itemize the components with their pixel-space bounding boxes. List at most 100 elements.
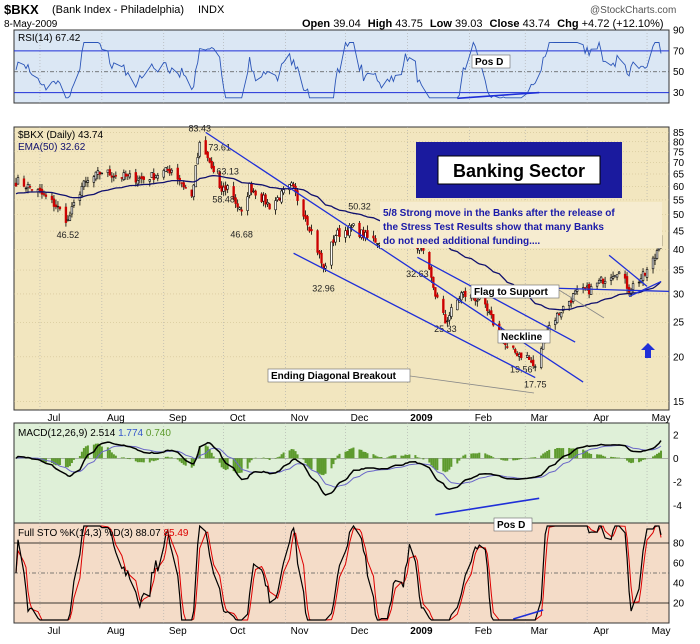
macd-hist-bar (181, 458, 183, 463)
macd-hist-bar (540, 456, 542, 459)
candle-body (95, 172, 97, 179)
macd-hist-bar (65, 458, 67, 467)
candle-body (123, 173, 125, 180)
close-value: 43.74 (523, 18, 551, 30)
candle-body (97, 171, 99, 175)
candle-body (331, 242, 333, 265)
macd-hist-bar (464, 455, 466, 459)
macd-hist-bar (534, 457, 536, 458)
candle-body (85, 182, 87, 183)
candle-body (221, 186, 223, 191)
chg-value: +4.72 (+12.10%) (582, 18, 664, 30)
candle-body (111, 176, 113, 177)
price-label: 58.48 (212, 194, 235, 204)
candle-body (51, 196, 53, 199)
macd-hist-bar (73, 458, 75, 460)
macd-hist-bar (297, 454, 299, 458)
candle-body (534, 367, 536, 368)
candle-body (209, 158, 211, 162)
candle-body (27, 184, 29, 188)
candle-body (654, 258, 656, 260)
macd-hist-bar (247, 458, 249, 468)
macd-hist-bar (205, 445, 207, 458)
candle-body (590, 286, 592, 294)
candle-body (279, 198, 281, 200)
macd-hist-bar (307, 458, 309, 466)
candle-body (516, 353, 518, 356)
candle-body (239, 208, 241, 210)
candle-body (293, 184, 295, 186)
candle-body (269, 204, 271, 209)
macd-hist-bar (554, 449, 556, 458)
neckline-label: Neckline (501, 332, 543, 343)
candle-body (518, 354, 520, 356)
candle-body (319, 251, 321, 254)
x-tick-label: Nov (291, 626, 309, 637)
high-value: 43.75 (395, 18, 423, 30)
price-label: 63.13 (216, 167, 239, 177)
x-tick-label: Nov (291, 413, 309, 424)
sto-k-value: 88.07 (136, 528, 161, 539)
candle-body (141, 176, 143, 178)
macd-hist-bar (151, 458, 153, 460)
candle-body (514, 349, 516, 352)
x-tick-label: May (652, 413, 671, 424)
macd-hist-bar (460, 458, 462, 459)
macd-hist-bar (598, 455, 600, 459)
high-label: High (368, 18, 393, 30)
candle-body (153, 173, 155, 179)
macd-hist-bar (644, 458, 646, 459)
candle-body (247, 197, 249, 211)
macd-hist-bar (640, 458, 642, 461)
macd-hist-bar (542, 454, 544, 459)
macd-hist-bar (350, 448, 352, 458)
candle-body (29, 186, 31, 187)
macd-hist-bar (602, 456, 604, 458)
macd-hist-bar (177, 458, 179, 459)
x-tick-label: Apr (593, 626, 609, 637)
macd-hist-bar (484, 453, 486, 458)
macd-hist-bar (448, 458, 450, 469)
candle-body (436, 295, 438, 297)
macd-hist-bar (81, 452, 83, 459)
price-y-tick: 80 (673, 137, 685, 148)
candle-body (618, 272, 620, 274)
macd-hist-bar (113, 454, 115, 458)
candle-body (167, 169, 169, 170)
candle-body (31, 189, 33, 190)
macd-hist-bar (139, 458, 141, 462)
candle-body (125, 174, 127, 176)
candle-body (646, 269, 648, 277)
macd-hist-bar (618, 458, 620, 459)
candle-body (281, 191, 283, 202)
macd-hist-bar (251, 458, 253, 460)
macd-hist-bar (362, 452, 364, 459)
candle-body (309, 227, 311, 231)
candle-body (560, 313, 562, 317)
candle-body (185, 187, 187, 188)
sto-y-tick: 40 (673, 579, 685, 590)
macd-hist-bar (153, 458, 155, 461)
macd-hist-bar (462, 456, 464, 459)
candle-body (616, 275, 618, 277)
candle-body (570, 301, 572, 303)
x-tick-label: Aug (107, 413, 125, 424)
candle-body (39, 188, 41, 191)
macd-hist-bar (79, 456, 81, 458)
note-line-3: do not need additional funding.... (383, 236, 540, 247)
candle-body (291, 183, 293, 186)
candle-body (626, 276, 628, 288)
macd-hist-bar (626, 458, 628, 460)
macd-hist-bar (71, 458, 73, 463)
candle-body (55, 205, 57, 207)
candle-body (446, 321, 448, 322)
candle-body (57, 206, 59, 207)
candle-body (335, 236, 337, 242)
candle-body (444, 314, 446, 323)
macd-hist-bar (281, 454, 283, 458)
sto-title: Full STO %K(14,3) %D(3) 88.07 85.49 (18, 528, 189, 539)
candle-body (129, 174, 131, 177)
sto-posd-label: Pos D (497, 520, 525, 531)
candle-body (624, 274, 626, 278)
